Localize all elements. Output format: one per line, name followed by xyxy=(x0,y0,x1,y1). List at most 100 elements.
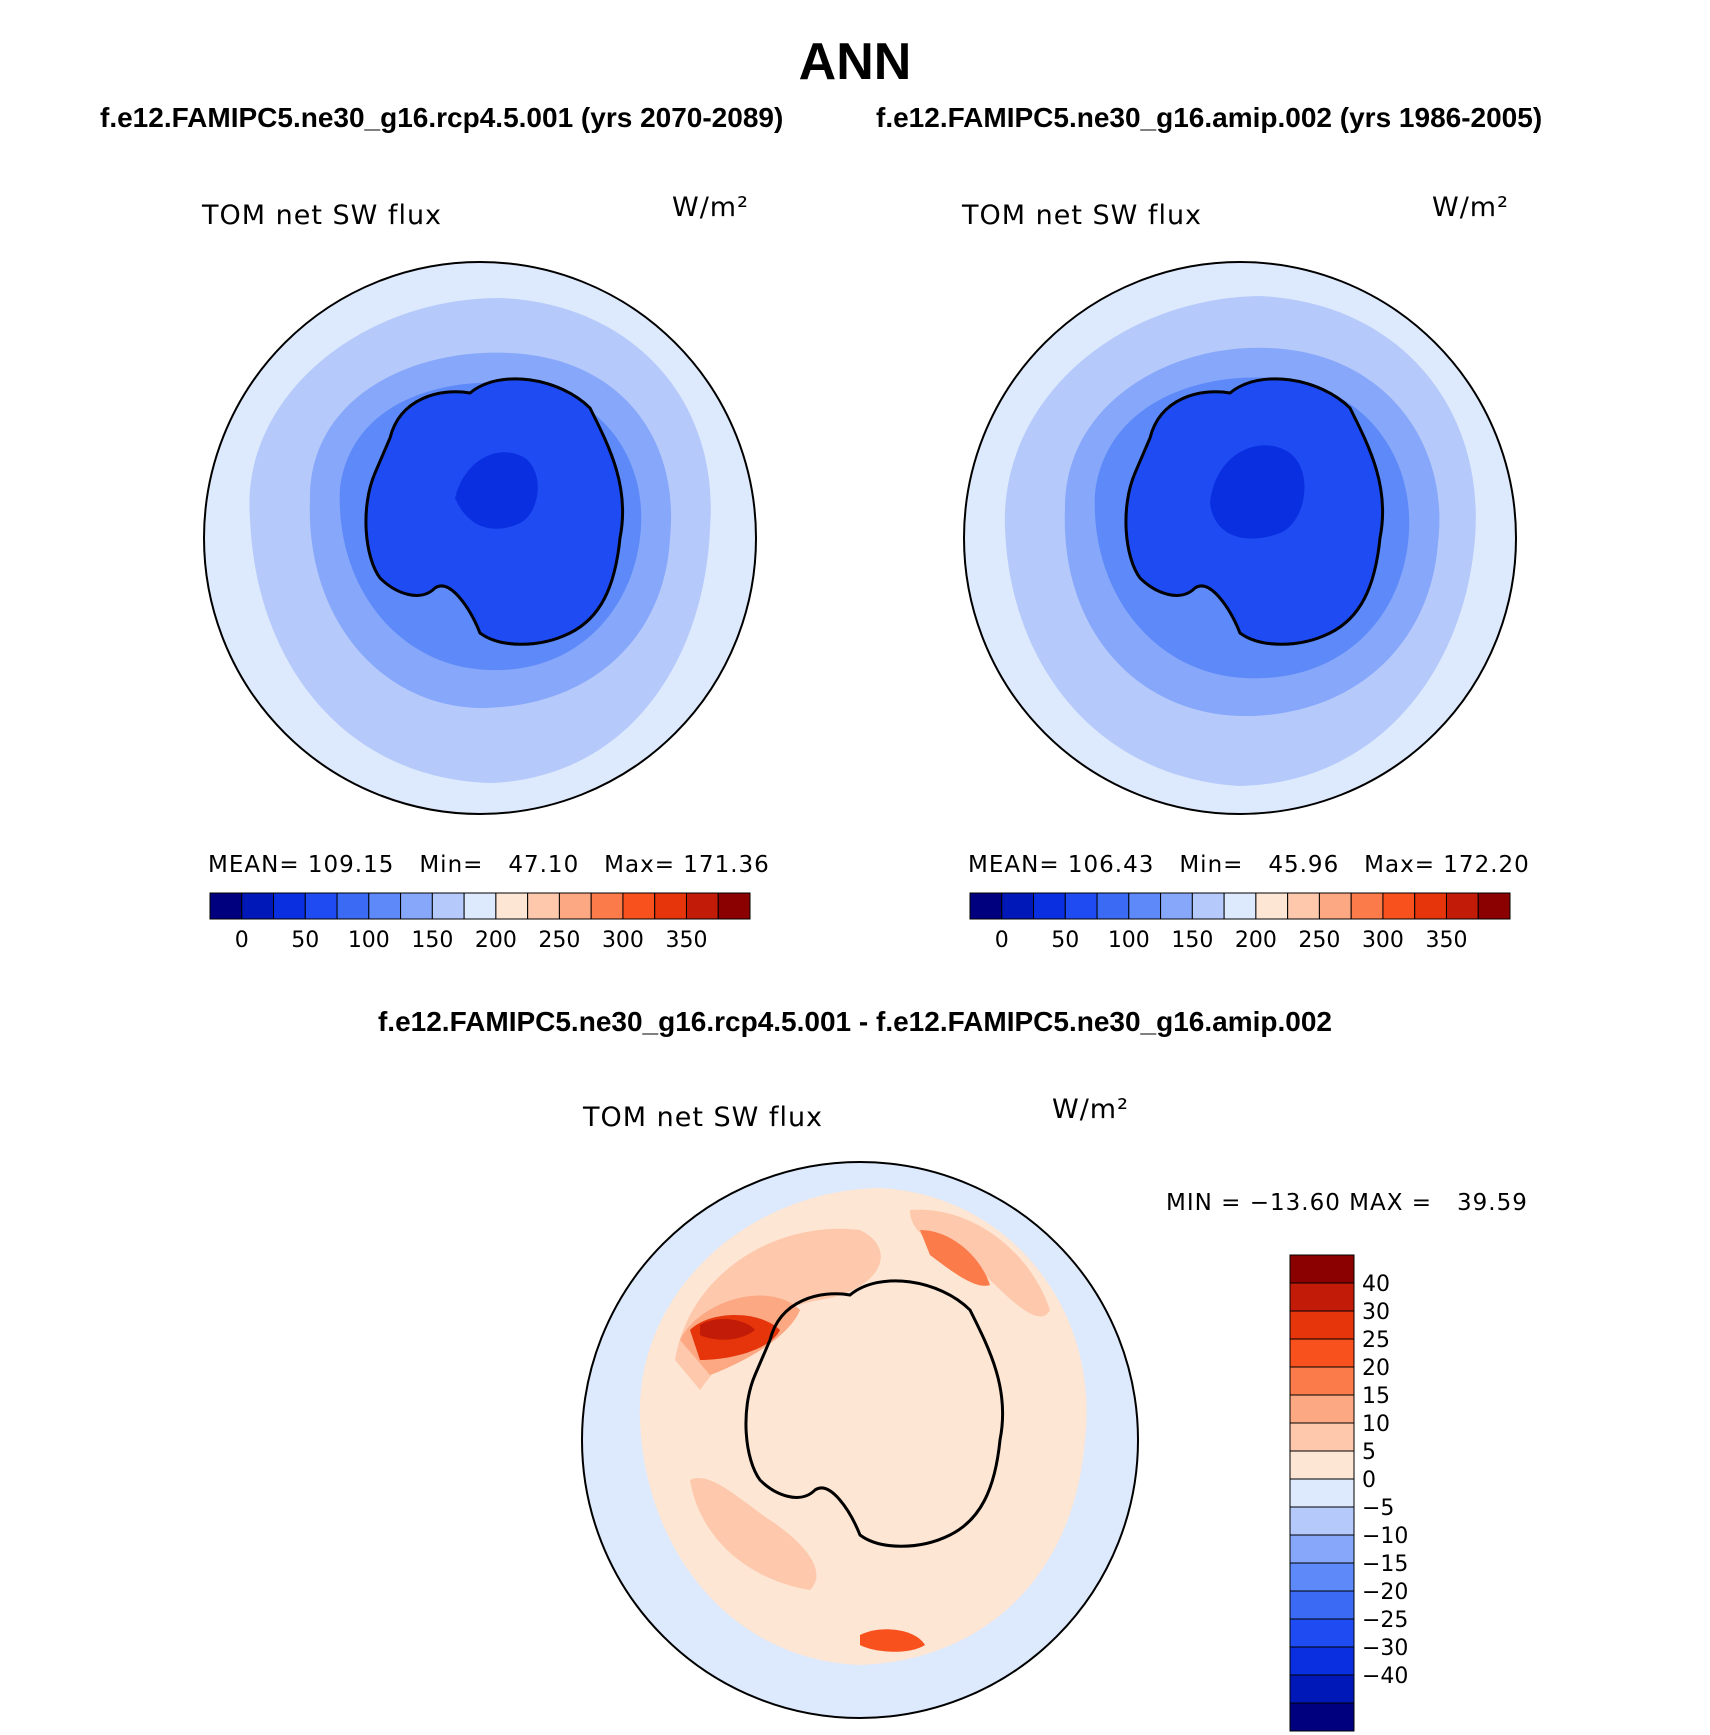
colorbar-swatch xyxy=(1289,1562,1355,1592)
colorbar-swatch xyxy=(1033,892,1066,920)
colorbar-tick-label: −20 xyxy=(1362,1580,1408,1605)
colorbar-swatch xyxy=(717,892,751,920)
panel1-mean-label: MEAN= xyxy=(208,852,300,878)
panel1-variable-label: TOM net SW flux xyxy=(202,200,443,231)
difference-polar-map xyxy=(581,1161,1139,1719)
colorbar-swatch xyxy=(1289,1506,1355,1536)
panel1-max-label: Max= xyxy=(604,852,675,878)
difference-minmax: MIN = −13.60 MAX = 39.59 xyxy=(1166,1190,1528,1216)
difference-units-label: W/m² xyxy=(1052,1094,1129,1125)
colorbar-swatch xyxy=(1289,1618,1355,1648)
colorbar-swatch xyxy=(1445,892,1479,920)
colorbar-tick-label: 100 xyxy=(1108,928,1150,953)
colorbar-tick-label: 30 xyxy=(1362,1300,1390,1325)
left-case-title: f.e12.FAMIPC5.ne30_g16.rcp4.5.001 (yrs 2… xyxy=(100,102,784,133)
colorbar-swatch xyxy=(241,892,275,920)
colorbar-swatch xyxy=(654,892,687,920)
panel2-mean-value: 106.43 xyxy=(1067,852,1155,878)
colorbar-swatch xyxy=(1064,892,1098,920)
colorbar-tick-label: 250 xyxy=(538,928,580,953)
colorbar-swatch xyxy=(400,892,433,920)
panel2-max-value: 172.20 xyxy=(1443,852,1530,878)
colorbar-tick-label: 300 xyxy=(602,928,644,953)
difference-coastline xyxy=(744,1279,1005,1548)
colorbar-swatch xyxy=(1255,892,1289,920)
colorbar-tick-label: −40 xyxy=(1362,1664,1408,1689)
colorbar-tick-label: 150 xyxy=(411,928,453,953)
colorbar-swatch xyxy=(1191,892,1225,920)
colorbar-swatch xyxy=(527,892,560,920)
colorbar-swatch xyxy=(1287,892,1320,920)
difference-fill-5-10-c xyxy=(690,1478,817,1590)
colorbar-swatch xyxy=(1289,1338,1355,1368)
panel2-coastline xyxy=(1124,377,1385,646)
colorbar-tick-label: 0 xyxy=(995,928,1009,953)
panel1-min-label: Min= xyxy=(419,852,484,878)
colorbar-swatch xyxy=(209,892,243,920)
colorbar-tick-label: −25 xyxy=(1362,1608,1408,1633)
colorbar-tick-label: −15 xyxy=(1362,1552,1408,1577)
panel2-colorbar: 0 50 100 150 200 250 300 350 xyxy=(969,892,1511,953)
panel2-interior-low xyxy=(1210,445,1305,539)
colorbar-tick-label: 100 xyxy=(348,928,390,953)
panel2-min-label: Min= xyxy=(1179,852,1244,878)
panel2-polar-map xyxy=(963,261,1517,815)
right-case-title: f.e12.FAMIPC5.ne30_g16.amip.002 (yrs 198… xyxy=(876,102,1543,133)
colorbar-swatch xyxy=(1223,892,1257,920)
colorbar-tick-label: 350 xyxy=(665,928,707,953)
colorbar-swatch xyxy=(1289,1394,1355,1424)
panel2-mean-label: MEAN= xyxy=(968,852,1060,878)
colorbar-swatch xyxy=(590,892,624,920)
panel2-map-border xyxy=(963,261,1517,815)
colorbar-tick-label: 0 xyxy=(235,928,249,953)
panel1-min-value: 47.10 xyxy=(508,852,580,878)
colorbar-swatch xyxy=(1001,892,1035,920)
colorbar-tick-label: 40 xyxy=(1362,1272,1390,1297)
panel2-stats: MEAN= 106.43 Min= 45.96 Max= 172.20 xyxy=(968,852,1530,878)
colorbar-swatch xyxy=(1289,1310,1355,1340)
panel2-variable-label: TOM net SW flux xyxy=(962,200,1203,231)
panel1-mean-value: 109.15 xyxy=(307,852,395,878)
panel1-coastline xyxy=(364,377,625,646)
colorbar-tick-label: 50 xyxy=(1051,928,1079,953)
difference-fill-15-20 xyxy=(920,1230,990,1286)
colorbar-swatch xyxy=(558,892,592,920)
colorbar-swatch xyxy=(273,892,306,920)
panel1-colorbar: 0 50 100 150 200 250 300 350 xyxy=(209,892,751,953)
colorbar-swatch xyxy=(1289,1674,1355,1704)
colorbar-swatch xyxy=(1350,892,1384,920)
colorbar-swatch xyxy=(1289,1450,1355,1480)
colorbar-swatch xyxy=(1289,1254,1355,1284)
colorbar-swatch xyxy=(1382,892,1416,920)
colorbar-tick-label: 150 xyxy=(1171,928,1213,953)
colorbar-tick-label: 10 xyxy=(1362,1412,1390,1437)
colorbar-swatch xyxy=(1160,892,1193,920)
colorbar-tick-label: 25 xyxy=(1362,1328,1390,1353)
colorbar-tick-label: −30 xyxy=(1362,1636,1408,1661)
panel1-units-label: W/m² xyxy=(672,192,749,223)
colorbar-swatch xyxy=(969,892,1003,920)
panel2-max-label: Max= xyxy=(1364,852,1435,878)
colorbar-tick-label: 0 xyxy=(1362,1468,1376,1493)
colorbar-swatch xyxy=(1128,892,1162,920)
colorbar-swatch xyxy=(1289,1702,1355,1732)
difference-fill-30-40 xyxy=(700,1318,755,1340)
colorbar-swatch xyxy=(1477,892,1511,920)
colorbar-swatch xyxy=(1289,1366,1355,1396)
colorbar-swatch xyxy=(1096,892,1130,920)
colorbar-tick-label: 15 xyxy=(1362,1384,1390,1409)
colorbar-tick-label: −10 xyxy=(1362,1524,1408,1549)
panel2-units-label: W/m² xyxy=(1432,192,1509,223)
difference-colorbar: 40 30 25 20 15 10 5 0 −5 −10 −15 −20 −25 −30 −40 xyxy=(1289,1254,1408,1732)
colorbar-swatch xyxy=(463,892,497,920)
colorbar-swatch xyxy=(1289,1422,1355,1452)
colorbar-swatch xyxy=(431,892,465,920)
panel1-map-border xyxy=(203,261,757,815)
panel1-interior-low xyxy=(455,452,538,529)
colorbar-swatch xyxy=(1289,1590,1355,1620)
colorbar-swatch xyxy=(1289,1478,1355,1508)
colorbar-swatch xyxy=(1414,892,1447,920)
panel2-min-value: 45.96 xyxy=(1268,852,1340,878)
colorbar-tick-label: 200 xyxy=(475,928,517,953)
colorbar-swatch xyxy=(304,892,338,920)
